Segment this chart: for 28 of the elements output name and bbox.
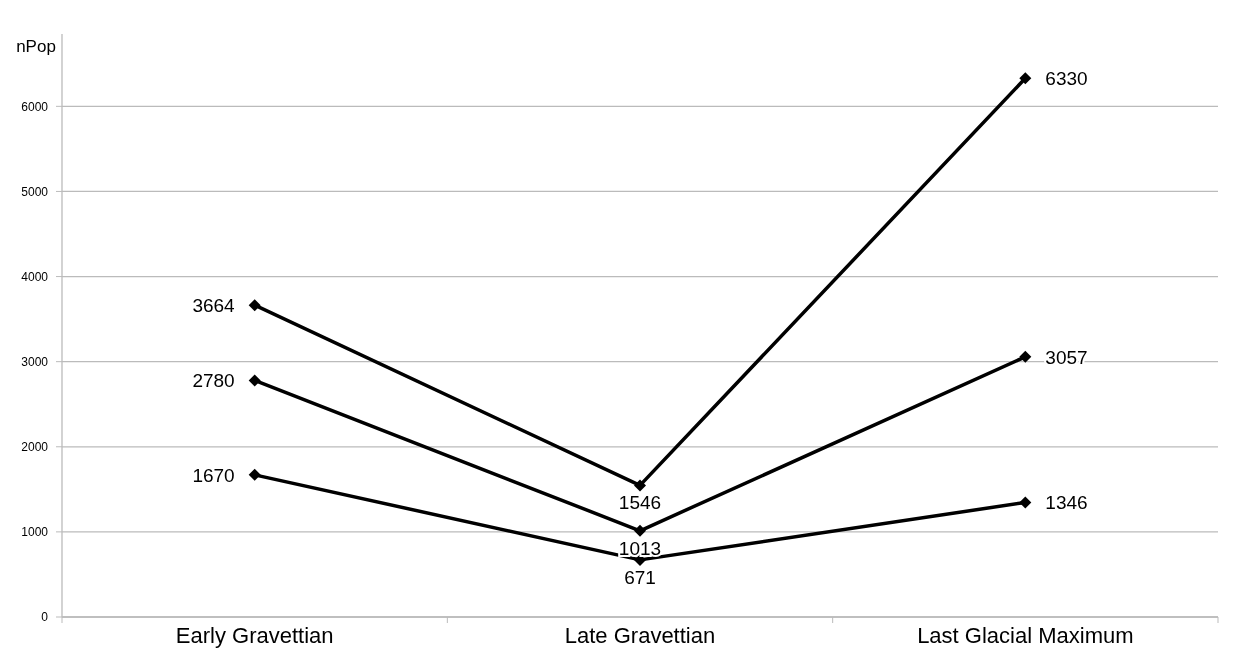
- y-tick-label: 3000: [21, 354, 49, 369]
- point: [248, 299, 261, 312]
- data-label: 1546: [618, 492, 662, 514]
- y-tick-label: 0: [41, 610, 49, 625]
- data-label: 3664: [192, 295, 236, 317]
- data-label: 671: [624, 566, 656, 588]
- y-tick-label: 6000: [21, 99, 49, 114]
- point: [1019, 350, 1032, 363]
- point: [634, 524, 646, 537]
- x-tick-label: Last Glacial Maximum: [917, 623, 1134, 648]
- y-tick-label: 4000: [21, 269, 49, 284]
- point: [634, 479, 646, 492]
- y-tick-label: 1000: [21, 525, 49, 540]
- data-label: 3057: [1045, 346, 1088, 368]
- data-label: 6330: [1045, 68, 1088, 90]
- point: [248, 374, 261, 387]
- y-axis-title: nPop: [16, 37, 56, 56]
- x-tick-label: Late Gravettian: [564, 623, 716, 648]
- data-label: 1013: [618, 537, 662, 559]
- data-label: 2780: [192, 370, 235, 392]
- y-tick-label: 5000: [21, 184, 49, 199]
- point: [1019, 72, 1032, 85]
- x-tick-label: Early Gravettian: [175, 623, 334, 648]
- point: [248, 468, 261, 481]
- y-tick-label: 2000: [21, 439, 49, 454]
- data-label: 1670: [192, 464, 235, 486]
- point: [1019, 496, 1032, 509]
- data-label: 1346: [1045, 492, 1088, 514]
